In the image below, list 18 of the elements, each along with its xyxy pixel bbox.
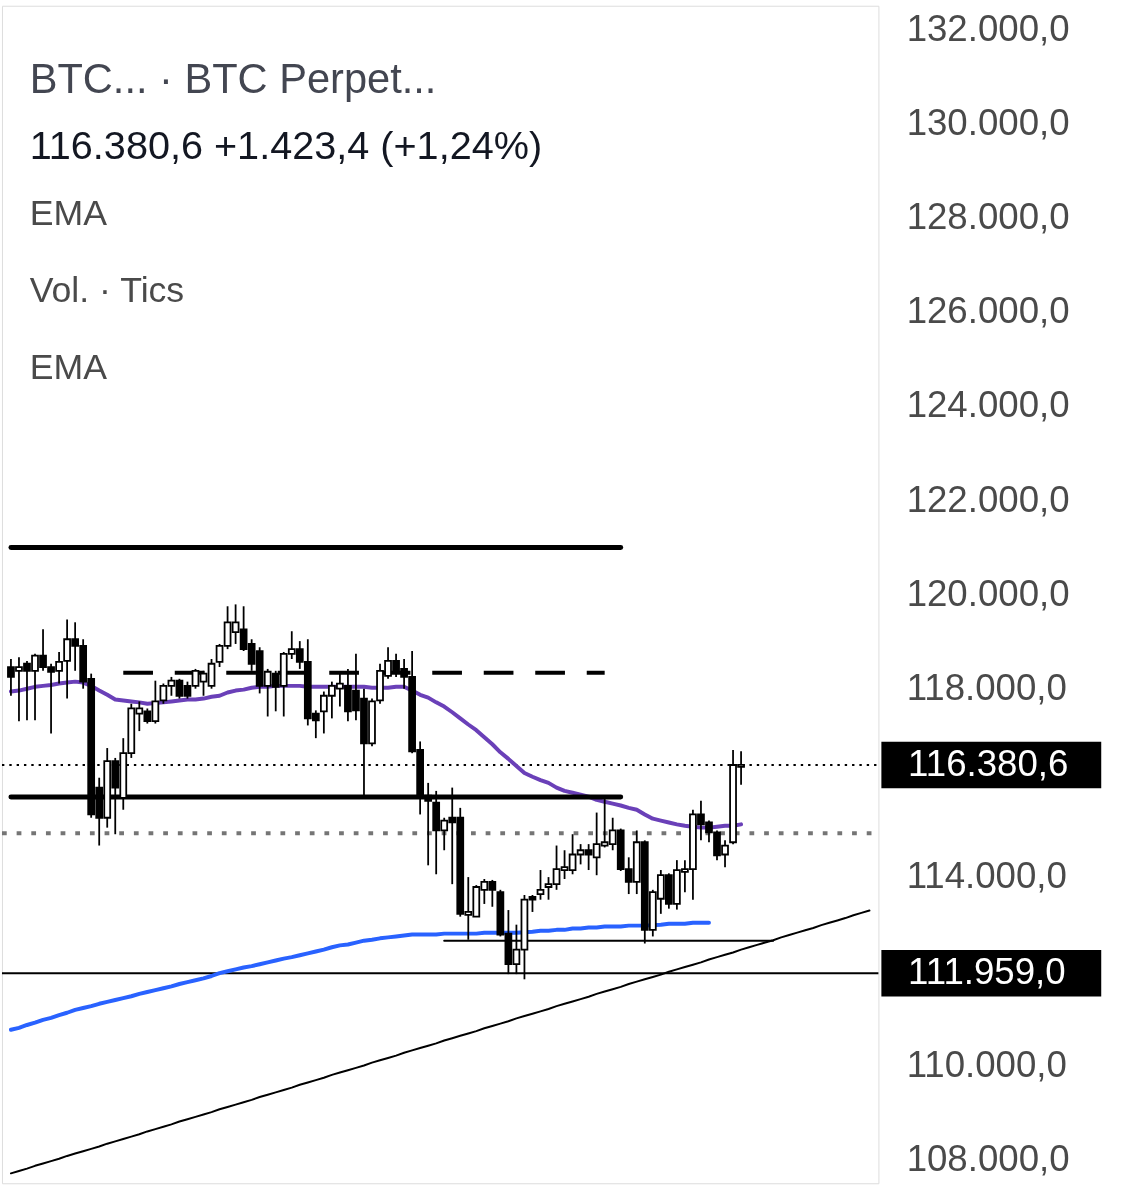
y-tick-label: 128.000,0 — [906, 196, 1070, 238]
y-tick-label: 114.000,0 — [906, 855, 1067, 897]
y-tick-label: 108.000,0 — [906, 1138, 1070, 1180]
y-tick-label: 110.000,0 — [906, 1043, 1067, 1085]
text: 116.380,6 +1.423,4 (+1,24%) — [29, 123, 543, 168]
text: BTC... · BTC Perpet... — [29, 54, 437, 102]
annotation: EMA — [29, 347, 108, 388]
ref-line-label: 116.380,6 — [908, 742, 1069, 784]
y-tick-label: 120.000,0 — [906, 572, 1070, 614]
y-tick-label: 118.000,0 — [906, 667, 1067, 709]
y-tick-label: 126.000,0 — [906, 290, 1070, 332]
annotation: Vol. · Tics — [29, 269, 185, 310]
y-tick-label: 122.000,0 — [906, 478, 1070, 520]
y-tick-label: 132.000,0 — [906, 7, 1070, 49]
ref-line-label: 111.959,0 — [908, 951, 1066, 993]
y-tick-label: 124.000,0 — [906, 384, 1070, 426]
annotation: EMA — [29, 192, 108, 233]
y-tick-label: 130.000,0 — [906, 101, 1070, 143]
